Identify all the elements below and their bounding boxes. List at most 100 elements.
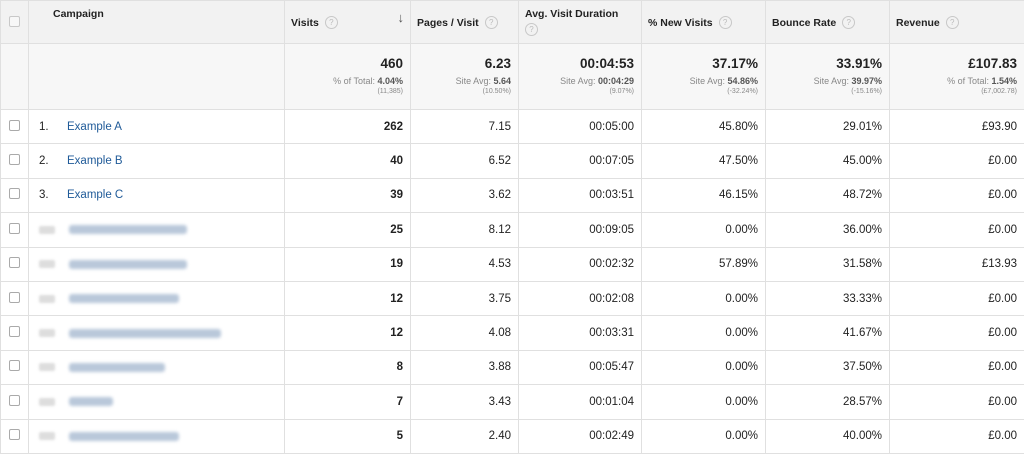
totals-blank-cell: [0, 43, 29, 110]
campaign-cell: [28, 246, 285, 282]
pages-visit-cell: 4.08: [410, 315, 519, 351]
col-bounce-rate[interactable]: Bounce Rate?: [765, 0, 890, 44]
avg-duration-cell: 00:09:05: [518, 212, 642, 248]
row-checkbox-cell: [0, 177, 29, 214]
row-checkbox[interactable]: [9, 119, 20, 131]
total-visits-value: 460: [380, 56, 403, 71]
col-visits[interactable]: Visits? ↓: [284, 0, 411, 44]
revenue-cell: £13.93: [889, 246, 1024, 282]
visits-cell: 12: [284, 280, 411, 317]
redacted-index: [39, 294, 55, 303]
bounce-rate-cell: 41.67%: [765, 315, 890, 351]
pages-visit-cell: 6.52: [410, 143, 519, 179]
help-icon[interactable]: ?: [945, 16, 959, 29]
table-row[interactable]: 25 8.12 00:09:05 0.00% 36.00% £0.00: [0, 212, 1024, 248]
new-visits-cell: 45.80%: [641, 108, 766, 145]
campaign-link[interactable]: Example A: [67, 120, 122, 133]
table-row[interactable]: 12 4.08 00:03:31 0.00% 41.67% £0.00: [0, 315, 1024, 351]
table-row[interactable]: 1. Example A 262 7.15 00:05:00 45.80% 29.…: [0, 108, 1024, 145]
row-checkbox-cell: [0, 418, 29, 454]
revenue-cell: £0.00: [889, 280, 1024, 317]
new-visits-cell: 0.00%: [641, 315, 766, 351]
bounce-rate-cell: 28.57%: [765, 384, 890, 420]
total-visits-sub2: (11,385): [377, 88, 403, 95]
col-new-visits[interactable]: % New Visits?: [641, 0, 766, 44]
pages-visit-cell: 3.75: [410, 280, 519, 317]
table-row[interactable]: 8 3.88 00:05:47 0.00% 37.50% £0.00: [0, 349, 1024, 386]
redacted-campaign-name: [69, 328, 221, 338]
table-row[interactable]: 2. Example B 40 6.52 00:07:05 47.50% 45.0…: [0, 143, 1024, 179]
table-row[interactable]: 5 2.40 00:02:49 0.00% 40.00% £0.00: [0, 418, 1024, 454]
help-icon[interactable]: ?: [525, 23, 538, 36]
table-row[interactable]: 7 3.43 00:01:04 0.00% 28.57% £0.00: [0, 384, 1024, 420]
redacted-campaign-name: [69, 431, 179, 441]
row-checkbox[interactable]: [9, 188, 20, 200]
avg-duration-cell: 00:02:49: [518, 418, 642, 454]
revenue-cell: £0.00: [889, 349, 1024, 386]
new-visits-cell: 0.00%: [641, 349, 766, 386]
bounce-rate-cell: 31.58%: [765, 246, 890, 282]
totals-blank-cell: [28, 43, 285, 110]
col-pages-visit[interactable]: Pages / Visit?: [410, 0, 519, 44]
col-revenue[interactable]: Revenue?: [889, 0, 1024, 44]
col-avg-duration[interactable]: Avg. Visit Duration?: [518, 0, 642, 44]
pages-visit-cell: 7.15: [410, 108, 519, 145]
revenue-cell: £0.00: [889, 315, 1024, 351]
total-new-visits: 37.17% Site Avg: 54.86% (-32.24%): [641, 43, 766, 110]
avg-duration-cell: 00:07:05: [518, 143, 642, 179]
visits-cell: 8: [284, 349, 411, 386]
campaign-cell: [28, 280, 285, 317]
help-icon[interactable]: ?: [842, 16, 856, 29]
row-checkbox[interactable]: [9, 222, 20, 234]
row-checkbox[interactable]: [9, 257, 20, 269]
select-all-checkbox[interactable]: [9, 16, 20, 27]
table-row[interactable]: 12 3.75 00:02:08 0.00% 33.33% £0.00: [0, 280, 1024, 317]
redacted-campaign-name: [69, 259, 187, 269]
help-icon[interactable]: ?: [718, 16, 732, 29]
redacted-campaign-name: [69, 294, 179, 304]
row-checkbox[interactable]: [9, 154, 20, 166]
col-bounce-rate-label: Bounce Rate: [772, 16, 837, 29]
new-visits-cell: 46.15%: [641, 177, 766, 214]
row-index: 1.: [39, 120, 49, 133]
campaign-cell: 3. Example C: [28, 177, 285, 214]
total-revenue-sub-label: % of Total:: [947, 76, 989, 86]
total-avg-duration-sub-label: Site Avg:: [560, 76, 596, 86]
row-checkbox[interactable]: [9, 394, 20, 406]
total-visits: 460 % of Total: 4.04% (11,385): [284, 43, 411, 110]
campaign-link[interactable]: Example B: [67, 155, 123, 168]
pages-visit-cell: 2.40: [410, 418, 519, 454]
total-bounce-rate-sub2: (-15.16%): [851, 88, 882, 95]
campaign-link[interactable]: Example C: [67, 189, 124, 202]
pages-visit-cell: 3.88: [410, 349, 519, 386]
total-new-visits-value: 37.17%: [712, 56, 758, 71]
row-checkbox[interactable]: [9, 429, 20, 441]
redacted-campaign-name: [69, 362, 165, 372]
table-row[interactable]: 19 4.53 00:02:32 57.89% 31.58% £13.93: [0, 246, 1024, 282]
row-checkbox[interactable]: [9, 326, 20, 338]
row-checkbox[interactable]: [9, 360, 20, 372]
total-revenue-sub2: (£7,002.78): [981, 88, 1017, 95]
total-new-visits-sub-label: Site Avg:: [689, 76, 725, 86]
avg-duration-cell: 00:03:51: [518, 177, 642, 214]
new-visits-cell: 0.00%: [641, 280, 766, 317]
new-visits-cell: 57.89%: [641, 246, 766, 282]
col-campaign[interactable]: Campaign: [28, 0, 285, 44]
new-visits-cell: 47.50%: [641, 143, 766, 179]
revenue-cell: £0.00: [889, 177, 1024, 214]
row-checkbox-cell: [0, 280, 29, 317]
sort-desc-icon[interactable]: ↓: [397, 10, 405, 25]
help-icon[interactable]: ?: [324, 16, 338, 29]
total-bounce-rate-sub-label: Site Avg:: [813, 76, 849, 86]
new-visits-cell: 0.00%: [641, 212, 766, 248]
campaign-cell: [28, 212, 285, 248]
total-avg-duration-sub-value: 00:04:29: [597, 76, 634, 86]
table-row[interactable]: 3. Example C 39 3.62 00:03:51 46.15% 48.7…: [0, 177, 1024, 214]
total-pages-visit: 6.23 Site Avg: 5.64 (10.50%): [410, 43, 519, 110]
bounce-rate-cell: 48.72%: [765, 177, 890, 214]
redacted-index: [39, 225, 55, 234]
total-avg-duration-value: 00:04:53: [579, 56, 634, 71]
row-checkbox[interactable]: [9, 291, 20, 303]
help-icon[interactable]: ?: [484, 16, 498, 29]
total-new-visits-sub2: (-32.24%): [727, 88, 758, 95]
